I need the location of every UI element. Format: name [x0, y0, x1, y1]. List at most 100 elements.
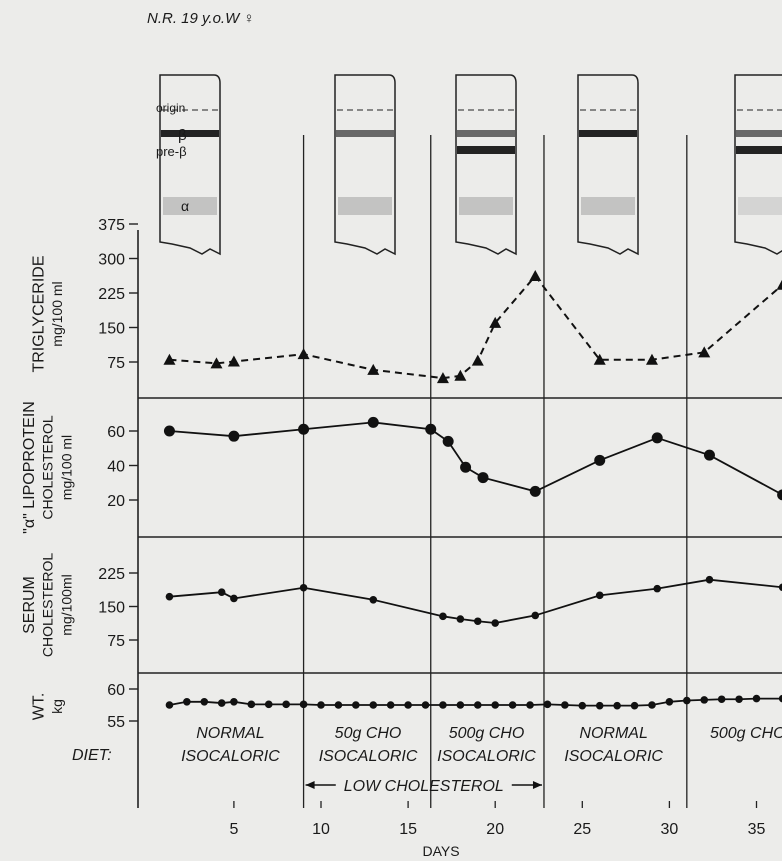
data-point	[752, 694, 761, 703]
data-point	[456, 701, 465, 709]
data-point	[543, 700, 552, 709]
data-point	[471, 354, 484, 366]
electrophoresis-strip-4	[577, 74, 639, 256]
y-tick-label: 40	[107, 459, 125, 476]
data-point	[163, 353, 176, 365]
data-point	[648, 701, 656, 709]
data-point	[776, 279, 782, 290]
alpha-band	[338, 197, 392, 215]
data-point	[529, 269, 542, 281]
x-axis-label: DAYS	[422, 843, 459, 859]
data-point	[163, 425, 175, 437]
data-point	[454, 369, 467, 381]
y-tick-label: 20	[107, 493, 125, 510]
electrophoresis-strip-3	[455, 74, 517, 256]
data-point	[473, 617, 482, 626]
y-tick-label: 225	[98, 286, 125, 303]
data-point	[777, 489, 782, 501]
y-axis-label: mg/100 ml	[59, 435, 75, 500]
data-point	[439, 612, 447, 621]
diet-phase-2-line2: ISOCALORIC	[319, 748, 418, 765]
data-point	[183, 698, 191, 706]
beta-band	[161, 130, 219, 137]
data-point	[473, 701, 482, 709]
diet-phase-4-line1: NORMAL	[579, 725, 647, 742]
data-point	[595, 591, 604, 600]
data-point	[526, 701, 534, 709]
data-point	[491, 701, 500, 709]
data-point	[298, 423, 310, 435]
data-point	[421, 701, 430, 709]
data-point	[386, 701, 395, 709]
strip-outline	[734, 74, 782, 255]
diet-phase-1-line1: NORMAL	[196, 725, 264, 742]
y-tick-label: 150	[98, 600, 125, 617]
data-point	[593, 353, 606, 365]
electrophoresis-strip-5	[734, 74, 782, 255]
data-point	[531, 611, 540, 620]
y-axis-label: mg/100 ml	[49, 281, 65, 346]
alpha-band	[163, 197, 217, 215]
y-axis-label: TRIGLYCERIDE	[31, 255, 48, 372]
data-point	[477, 472, 489, 484]
data-point	[698, 346, 711, 358]
data-point	[165, 701, 174, 709]
data-point	[334, 701, 343, 709]
data-point	[460, 461, 472, 473]
data-point	[299, 700, 308, 709]
beta-band	[579, 130, 637, 137]
subject-label: N.R. 19 y.o.W ♀	[147, 10, 255, 27]
data-point	[717, 695, 726, 704]
x-tick-label: 20	[486, 821, 504, 838]
data-point	[200, 698, 209, 706]
diet-phases: DIET: NORMAL ISOCALORIC 50g CHO ISOCALORIC 50…	[72, 725, 782, 795]
x-tick-label: 15	[399, 821, 417, 838]
data-point	[165, 592, 174, 601]
electrophoresis-strip-1	[159, 74, 221, 256]
data-point	[228, 430, 240, 442]
arrowhead-left	[305, 781, 315, 789]
data-point	[217, 588, 226, 597]
data-point	[297, 348, 310, 360]
y-axis-label: CHOLESTEROL	[40, 415, 56, 519]
alpha-label: α	[181, 198, 189, 214]
strip-outline	[159, 74, 221, 256]
strip-outline	[334, 74, 396, 256]
data-point	[651, 432, 663, 444]
beta-band	[736, 130, 782, 137]
data-point	[703, 449, 715, 461]
data-point	[264, 700, 273, 709]
data-point	[317, 701, 325, 709]
diet-phase-4-line2: ISOCALORIC	[564, 748, 663, 765]
data-point	[436, 372, 449, 384]
y-tick-label: 375	[98, 217, 125, 234]
y-tick-label: 75	[107, 355, 125, 372]
data-point	[613, 701, 621, 710]
data-point	[217, 699, 226, 707]
data-point	[442, 435, 454, 447]
x-tick-label: 25	[573, 821, 591, 838]
diet-phase-3-line1: 500g CHO	[449, 725, 525, 742]
data-point	[369, 701, 378, 709]
y-axis-label: "α" LIPOPROTEIN	[21, 401, 38, 534]
electrophoresis-strips	[159, 74, 782, 256]
data-point	[491, 619, 500, 627]
prebeta-label: pre-β	[156, 144, 187, 159]
series-line-serum_cholesterol	[169, 578, 782, 624]
x-axis: 5 10 15 20 25 30 35	[229, 801, 766, 838]
data-point	[529, 485, 541, 497]
data-point	[404, 701, 412, 709]
diet-phase-3-line2: ISOCALORIC	[437, 748, 536, 765]
y-tick-label: 75	[107, 633, 125, 650]
data-point	[665, 698, 674, 706]
y-axis-label: kg	[49, 699, 65, 714]
y-axis-label: mg/100ml	[59, 574, 75, 635]
x-tick-label: 5	[229, 821, 238, 838]
panel-serum_cholesterol: 75 150 225 SERUM CHOLESTEROL mg/100ml	[21, 553, 782, 657]
diet-label: DIET:	[72, 747, 112, 764]
alpha-band	[459, 197, 513, 215]
data-point	[578, 701, 587, 710]
low-cholesterol-label: LOW CHOLESTEROL	[344, 778, 504, 795]
data-point	[489, 316, 502, 328]
